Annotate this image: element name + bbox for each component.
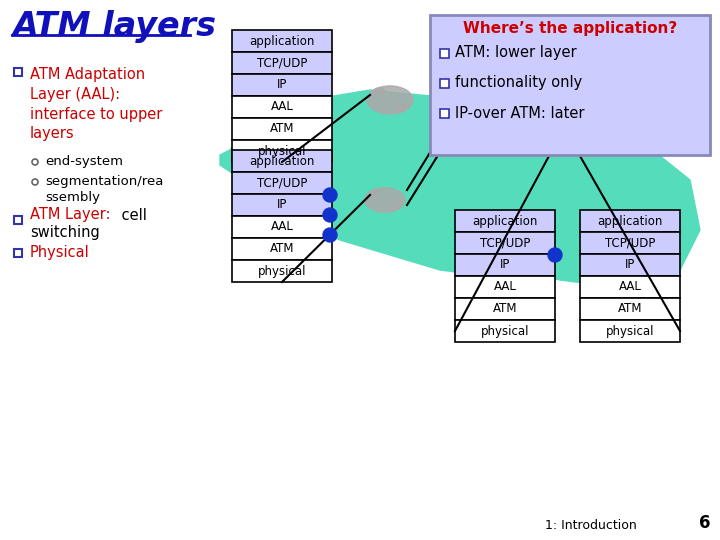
- Circle shape: [548, 248, 562, 262]
- Text: application: application: [249, 35, 315, 48]
- Text: ATM: ATM: [492, 302, 517, 315]
- Ellipse shape: [370, 93, 410, 111]
- Text: IP: IP: [500, 259, 510, 272]
- Text: Physical: Physical: [30, 246, 90, 260]
- Text: TCP/UDP: TCP/UDP: [257, 177, 307, 190]
- Text: TCP/UDP: TCP/UDP: [605, 237, 655, 249]
- Text: cell: cell: [117, 207, 147, 222]
- Ellipse shape: [367, 86, 413, 114]
- Ellipse shape: [367, 194, 402, 210]
- Text: 1: Introduction: 1: Introduction: [545, 519, 636, 532]
- Bar: [440, 49, 449, 58]
- Text: ssembly: ssembly: [45, 192, 100, 205]
- Circle shape: [32, 159, 38, 165]
- Bar: [232, 140, 332, 162]
- Text: TCP/UDP: TCP/UDP: [257, 57, 307, 70]
- Bar: [580, 298, 680, 320]
- Bar: [455, 232, 555, 254]
- Text: AAL: AAL: [271, 100, 294, 113]
- Text: Where’s the application?: Where’s the application?: [463, 21, 677, 36]
- Bar: [455, 210, 555, 232]
- Text: switching: switching: [30, 226, 100, 240]
- Text: ATM Layer:: ATM Layer:: [30, 207, 110, 222]
- Text: ATM: ATM: [270, 123, 294, 136]
- Bar: [455, 106, 560, 150]
- Text: IP-over ATM: later: IP-over ATM: later: [455, 105, 585, 120]
- Ellipse shape: [370, 189, 381, 196]
- Bar: [14, 216, 22, 224]
- Ellipse shape: [445, 110, 461, 146]
- Bar: [580, 210, 680, 232]
- Text: IP: IP: [625, 259, 635, 272]
- Ellipse shape: [365, 188, 405, 212]
- Bar: [232, 216, 332, 238]
- Bar: [580, 320, 680, 342]
- Text: IP: IP: [276, 78, 287, 91]
- Bar: [232, 194, 332, 216]
- Text: IP: IP: [276, 199, 287, 212]
- Text: ATM layers: ATM layers: [12, 10, 216, 43]
- Bar: [232, 260, 332, 282]
- Text: AAL: AAL: [618, 280, 642, 294]
- Bar: [580, 232, 680, 254]
- Text: physical: physical: [482, 131, 534, 144]
- Bar: [440, 109, 449, 118]
- Text: physical: physical: [258, 265, 306, 278]
- Bar: [14, 68, 22, 76]
- Text: application: application: [472, 214, 538, 227]
- Bar: [440, 79, 449, 88]
- Ellipse shape: [395, 105, 407, 113]
- Bar: [232, 238, 332, 260]
- Circle shape: [32, 179, 38, 185]
- Bar: [232, 74, 332, 96]
- Circle shape: [323, 228, 337, 242]
- Text: 6: 6: [698, 514, 710, 532]
- Bar: [580, 276, 680, 298]
- Text: ATM: ATM: [270, 242, 294, 255]
- Bar: [455, 254, 555, 276]
- Text: functionality only: functionality only: [455, 76, 582, 91]
- Circle shape: [323, 188, 337, 202]
- Text: segmentation/rea: segmentation/rea: [45, 176, 163, 188]
- Bar: [14, 249, 22, 257]
- Text: ATM Adaptation
Layer (AAL):
interface to upper
layers: ATM Adaptation Layer (AAL): interface to…: [30, 67, 163, 141]
- Polygon shape: [220, 90, 700, 285]
- Text: ATM: ATM: [495, 115, 521, 128]
- Text: TCP/UDP: TCP/UDP: [480, 237, 530, 249]
- Bar: [232, 118, 332, 140]
- Bar: [232, 52, 332, 74]
- Circle shape: [323, 208, 337, 222]
- Bar: [580, 254, 680, 276]
- Text: physical: physical: [258, 145, 306, 158]
- Bar: [430, 15, 710, 155]
- Text: AAL: AAL: [494, 280, 516, 294]
- Text: ATM: ATM: [618, 302, 642, 315]
- Text: physical: physical: [481, 325, 529, 338]
- Text: physical: physical: [606, 325, 654, 338]
- Bar: [232, 172, 332, 194]
- Bar: [232, 96, 332, 118]
- Ellipse shape: [373, 87, 385, 95]
- Text: application: application: [249, 154, 315, 167]
- Bar: [232, 30, 332, 52]
- Bar: [455, 276, 555, 298]
- Bar: [455, 320, 555, 342]
- Text: application: application: [598, 214, 662, 227]
- Ellipse shape: [390, 204, 400, 211]
- Bar: [455, 298, 555, 320]
- Bar: [232, 150, 332, 172]
- Ellipse shape: [554, 110, 570, 146]
- Text: AAL: AAL: [271, 220, 294, 233]
- Text: ATM: lower layer: ATM: lower layer: [455, 45, 577, 60]
- Text: end-system: end-system: [45, 156, 123, 168]
